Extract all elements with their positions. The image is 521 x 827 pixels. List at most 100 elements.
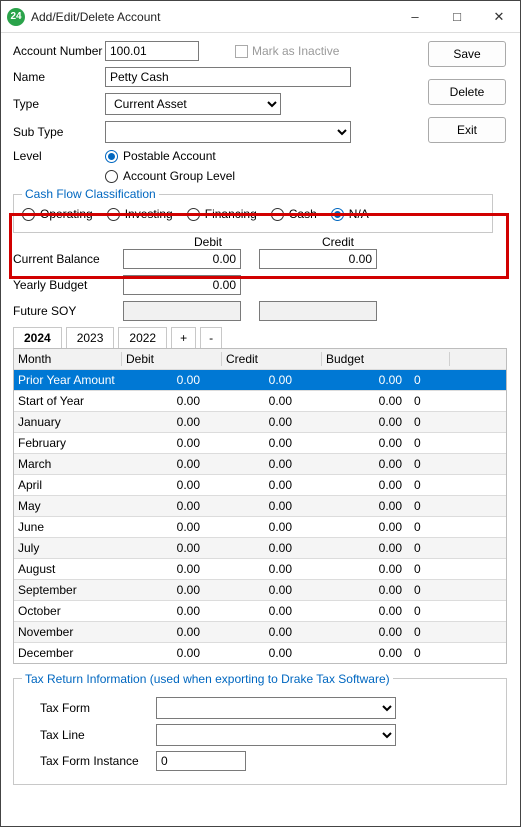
- cell: 0.00: [122, 478, 208, 492]
- cell: 0.00: [208, 625, 300, 639]
- account-number-input[interactable]: [105, 41, 199, 61]
- cell: 0.00: [208, 604, 300, 618]
- table-row[interactable]: February0.000.000.000: [14, 432, 506, 453]
- name-input[interactable]: [105, 67, 351, 87]
- cell: March: [14, 457, 122, 471]
- cashflow-radio-financing[interactable]: Financing: [187, 207, 257, 221]
- table-row[interactable]: Start of Year0.000.000.000: [14, 390, 506, 411]
- cell: 0.00: [208, 415, 300, 429]
- cell: 0.00: [208, 499, 300, 513]
- account-number-label: Account Number: [13, 44, 105, 58]
- yearly-budget-input[interactable]: [123, 275, 241, 295]
- app-icon: 24: [7, 8, 25, 26]
- cell: January: [14, 415, 122, 429]
- cell: 0.00: [300, 436, 410, 450]
- cell: 0.00: [300, 541, 410, 555]
- month-grid: Month Debit Credit Budget Prior Year Amo…: [13, 348, 507, 664]
- cell: October: [14, 604, 122, 618]
- tax-instance-input[interactable]: [156, 751, 246, 771]
- year-tab-2022[interactable]: 2022: [118, 327, 167, 348]
- tax-form-select[interactable]: [156, 697, 396, 719]
- level-postable-label: Postable Account: [123, 149, 216, 163]
- cell: 0: [410, 499, 430, 513]
- table-row[interactable]: Prior Year Amount0.000.000.000: [14, 369, 506, 390]
- year-tab-minus[interactable]: -: [200, 327, 222, 348]
- cashflow-radio-operating[interactable]: Operating: [22, 207, 93, 221]
- table-row[interactable]: June0.000.000.000: [14, 516, 506, 537]
- level-group-label: Account Group Level: [123, 169, 235, 183]
- close-button[interactable]: ✕: [478, 1, 520, 33]
- exit-button[interactable]: Exit: [428, 117, 506, 143]
- inactive-label: Mark as Inactive: [252, 44, 339, 58]
- cashflow-option-label: Financing: [205, 207, 257, 221]
- table-row[interactable]: January0.000.000.000: [14, 411, 506, 432]
- delete-button[interactable]: Delete: [428, 79, 506, 105]
- cell: 0: [410, 457, 430, 471]
- table-row[interactable]: April0.000.000.000: [14, 474, 506, 495]
- table-row[interactable]: December0.000.000.000: [14, 642, 506, 663]
- radio-dot-icon: [107, 208, 120, 221]
- col-credit: Credit: [222, 352, 322, 366]
- cashflow-legend: Cash Flow Classification: [22, 187, 159, 201]
- table-row[interactable]: May0.000.000.000: [14, 495, 506, 516]
- future-soy-credit: [259, 301, 377, 321]
- cell: 0.00: [208, 646, 300, 660]
- cell: May: [14, 499, 122, 513]
- cell: 0.00: [122, 373, 208, 387]
- maximize-button[interactable]: □: [436, 1, 478, 33]
- cashflow-option-label: Investing: [125, 207, 173, 221]
- name-label: Name: [13, 70, 105, 84]
- cell: 0.00: [208, 583, 300, 597]
- level-postable-radio[interactable]: Postable Account: [105, 149, 216, 163]
- cell: 0: [410, 394, 430, 408]
- table-row[interactable]: September0.000.000.000: [14, 579, 506, 600]
- col-debit: Debit: [122, 352, 222, 366]
- cell: 0: [410, 583, 430, 597]
- cashflow-radio-na[interactable]: N/A: [331, 207, 369, 221]
- col-month: Month: [14, 352, 122, 366]
- table-row[interactable]: July0.000.000.000: [14, 537, 506, 558]
- table-row[interactable]: August0.000.000.000: [14, 558, 506, 579]
- save-button[interactable]: Save: [428, 41, 506, 67]
- cell: 0.00: [122, 436, 208, 450]
- subtype-select[interactable]: [105, 121, 351, 143]
- tax-line-select[interactable]: [156, 724, 396, 746]
- window-title: Add/Edit/Delete Account: [31, 10, 394, 24]
- inactive-checkbox[interactable]: Mark as Inactive: [235, 44, 339, 58]
- minimize-button[interactable]: –: [394, 1, 436, 33]
- current-balance-debit[interactable]: [123, 249, 241, 269]
- cell: February: [14, 436, 122, 450]
- titlebar: 24 Add/Edit/Delete Account – □ ✕: [1, 1, 520, 33]
- cell: 0.00: [122, 583, 208, 597]
- cell: 0.00: [122, 415, 208, 429]
- cashflow-option-label: Cash: [289, 207, 317, 221]
- radio-dot-icon: [22, 208, 35, 221]
- cashflow-radio-cash[interactable]: Cash: [271, 207, 317, 221]
- type-select[interactable]: Current Asset: [105, 93, 281, 115]
- table-row[interactable]: October0.000.000.000: [14, 600, 506, 621]
- cell: 0.00: [300, 604, 410, 618]
- radio-dot-icon: [331, 208, 344, 221]
- cell: 0: [410, 520, 430, 534]
- cell: July: [14, 541, 122, 555]
- year-tab-plus[interactable]: +: [171, 327, 196, 348]
- subtype-label: Sub Type: [13, 125, 105, 139]
- cashflow-radio-investing[interactable]: Investing: [107, 207, 173, 221]
- cell: 0.00: [208, 373, 300, 387]
- year-tab-2023[interactable]: 2023: [66, 327, 115, 348]
- cell: 0.00: [208, 520, 300, 534]
- cell: 0.00: [208, 394, 300, 408]
- cell: 0.00: [122, 457, 208, 471]
- year-tab-2024[interactable]: 2024: [13, 327, 62, 348]
- col-budget: Budget: [322, 352, 450, 366]
- cell: 0.00: [208, 562, 300, 576]
- current-balance-credit[interactable]: [259, 249, 377, 269]
- table-row[interactable]: March0.000.000.000: [14, 453, 506, 474]
- level-group-radio[interactable]: Account Group Level: [105, 169, 235, 183]
- cell: 0.00: [122, 499, 208, 513]
- action-buttons: Save Delete Exit: [428, 41, 506, 143]
- cell: 0: [410, 415, 430, 429]
- cell: 0: [410, 562, 430, 576]
- table-row[interactable]: November0.000.000.000: [14, 621, 506, 642]
- type-label: Type: [13, 97, 105, 111]
